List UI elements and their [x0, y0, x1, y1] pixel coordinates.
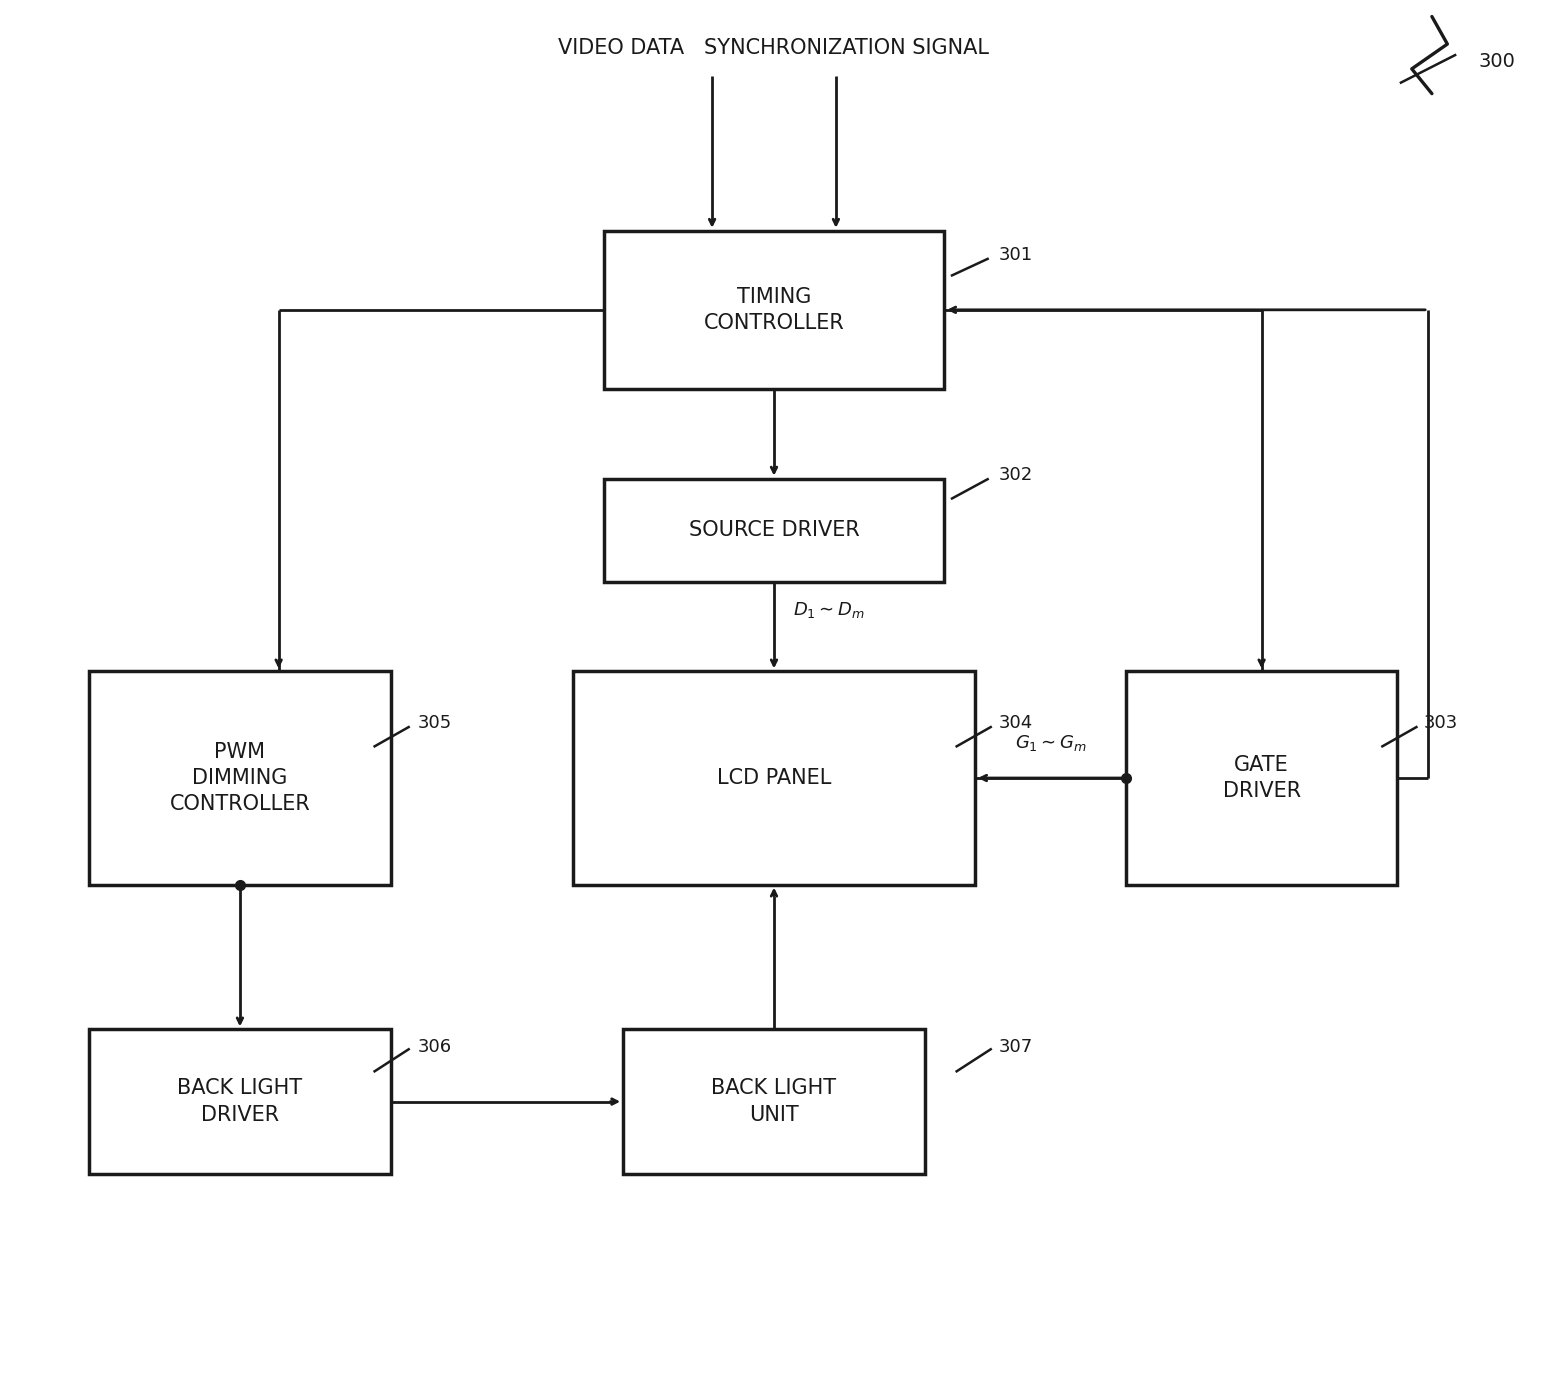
Text: 302: 302 [998, 465, 1033, 485]
Text: PWM
DIMMING
CONTROLLER: PWM DIMMING CONTROLLER [170, 742, 310, 814]
Text: BACK LIGHT
UNIT: BACK LIGHT UNIT [712, 1078, 836, 1125]
Bar [573, 672, 975, 885]
Text: TIMING
CONTROLLER: TIMING CONTROLLER [704, 286, 844, 333]
Bar [1125, 672, 1396, 885]
Text: 301: 301 [998, 245, 1033, 264]
Text: 305: 305 [418, 713, 452, 733]
Text: $G_1$$\sim$$G_m$: $G_1$$\sim$$G_m$ [1015, 733, 1087, 753]
Text: SOURCE DRIVER: SOURCE DRIVER [689, 521, 859, 540]
Text: BACK LIGHT
DRIVER: BACK LIGHT DRIVER [178, 1078, 302, 1125]
Text: 307: 307 [998, 1037, 1033, 1056]
Text: LCD PANEL: LCD PANEL [717, 768, 831, 788]
Bar [604, 230, 944, 388]
Text: 306: 306 [418, 1037, 452, 1056]
Text: GATE
DRIVER: GATE DRIVER [1223, 755, 1300, 801]
Bar [604, 479, 944, 581]
Text: 300: 300 [1478, 52, 1515, 72]
Text: VIDEO DATA   SYNCHRONIZATION SIGNAL: VIDEO DATA SYNCHRONIZATION SIGNAL [559, 39, 989, 58]
Text: 304: 304 [998, 713, 1033, 733]
Bar [622, 1030, 924, 1173]
Bar [88, 672, 390, 885]
Text: $D_1$$\sim$$D_m$: $D_1$$\sim$$D_m$ [793, 600, 864, 620]
Bar [88, 1030, 390, 1173]
Text: 303: 303 [1424, 713, 1458, 733]
